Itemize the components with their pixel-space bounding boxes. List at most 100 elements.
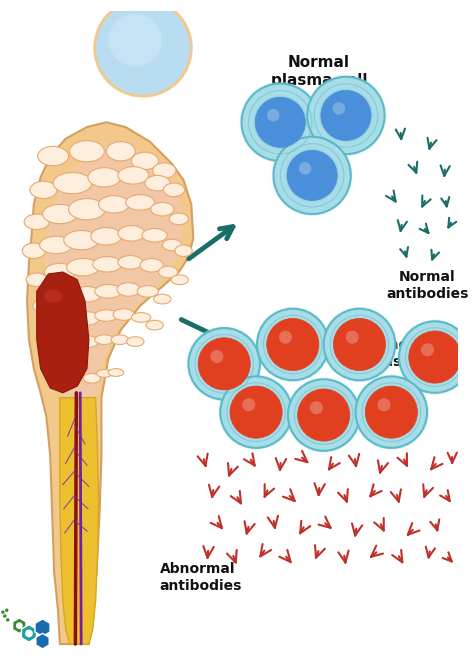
Text: Abnormal
plasma cell: Abnormal plasma cell [369,338,457,369]
Ellipse shape [162,239,182,251]
Circle shape [365,386,418,438]
Circle shape [286,378,361,453]
Ellipse shape [126,195,155,210]
Circle shape [354,374,429,450]
Text: Normal
plasma cell: Normal plasma cell [271,55,367,88]
Circle shape [322,307,397,382]
Ellipse shape [30,182,57,199]
Ellipse shape [22,243,46,259]
Ellipse shape [77,336,99,347]
Circle shape [186,326,262,401]
Ellipse shape [131,152,158,170]
Ellipse shape [51,291,78,307]
Circle shape [346,331,359,344]
Ellipse shape [40,236,73,253]
Ellipse shape [83,374,100,383]
Polygon shape [35,619,50,636]
Ellipse shape [158,266,178,278]
Circle shape [240,82,321,163]
Ellipse shape [69,199,105,220]
Ellipse shape [131,313,151,322]
Circle shape [399,321,471,393]
Circle shape [356,376,427,448]
Ellipse shape [93,257,122,272]
Ellipse shape [55,315,80,329]
Ellipse shape [113,309,134,320]
Ellipse shape [154,294,171,304]
Ellipse shape [91,228,122,245]
Ellipse shape [117,282,140,296]
Circle shape [230,386,282,438]
Ellipse shape [118,226,145,241]
Ellipse shape [97,370,112,378]
Circle shape [16,622,23,629]
Ellipse shape [45,347,62,357]
Circle shape [421,343,434,356]
Circle shape [257,309,328,380]
Circle shape [3,614,7,618]
Circle shape [242,398,255,411]
Ellipse shape [43,205,77,224]
Ellipse shape [53,172,92,194]
Ellipse shape [70,141,104,162]
Ellipse shape [73,286,101,302]
Ellipse shape [95,310,118,321]
Ellipse shape [140,259,164,272]
Circle shape [409,331,461,383]
Ellipse shape [33,299,54,313]
Ellipse shape [164,183,184,197]
Ellipse shape [64,230,99,249]
Polygon shape [27,122,193,644]
Ellipse shape [108,369,124,376]
Polygon shape [13,618,26,634]
Ellipse shape [146,320,164,330]
Circle shape [6,618,9,622]
Ellipse shape [171,275,189,284]
Circle shape [324,309,395,380]
Circle shape [95,0,191,96]
Circle shape [189,328,260,399]
Ellipse shape [153,163,176,178]
Polygon shape [36,272,89,393]
Circle shape [255,97,305,147]
Ellipse shape [88,168,121,187]
Ellipse shape [99,195,129,213]
Ellipse shape [95,335,114,345]
Ellipse shape [45,290,62,303]
Circle shape [298,389,350,441]
Circle shape [321,90,371,141]
Ellipse shape [39,324,58,336]
Circle shape [307,77,384,154]
Ellipse shape [38,147,69,166]
Polygon shape [46,145,182,630]
Ellipse shape [145,176,170,191]
Circle shape [377,398,391,411]
Polygon shape [46,145,182,630]
Ellipse shape [60,340,81,351]
Circle shape [333,102,345,115]
Circle shape [25,630,33,638]
Circle shape [299,162,311,175]
Polygon shape [36,634,49,649]
Ellipse shape [111,335,128,345]
Ellipse shape [151,203,174,216]
Circle shape [288,379,359,451]
Polygon shape [21,625,36,642]
Circle shape [333,318,385,370]
Ellipse shape [106,142,135,161]
Circle shape [305,75,386,156]
Polygon shape [60,397,99,644]
Circle shape [310,401,323,414]
Ellipse shape [118,167,149,184]
Text: Normal
antibodies: Normal antibodies [386,270,468,302]
Ellipse shape [95,284,122,298]
Circle shape [287,150,337,201]
Ellipse shape [169,213,189,224]
Ellipse shape [137,286,158,297]
Circle shape [109,14,162,67]
Circle shape [267,109,280,121]
Ellipse shape [67,259,100,276]
Circle shape [267,318,319,370]
Ellipse shape [142,228,167,242]
Ellipse shape [127,337,144,347]
